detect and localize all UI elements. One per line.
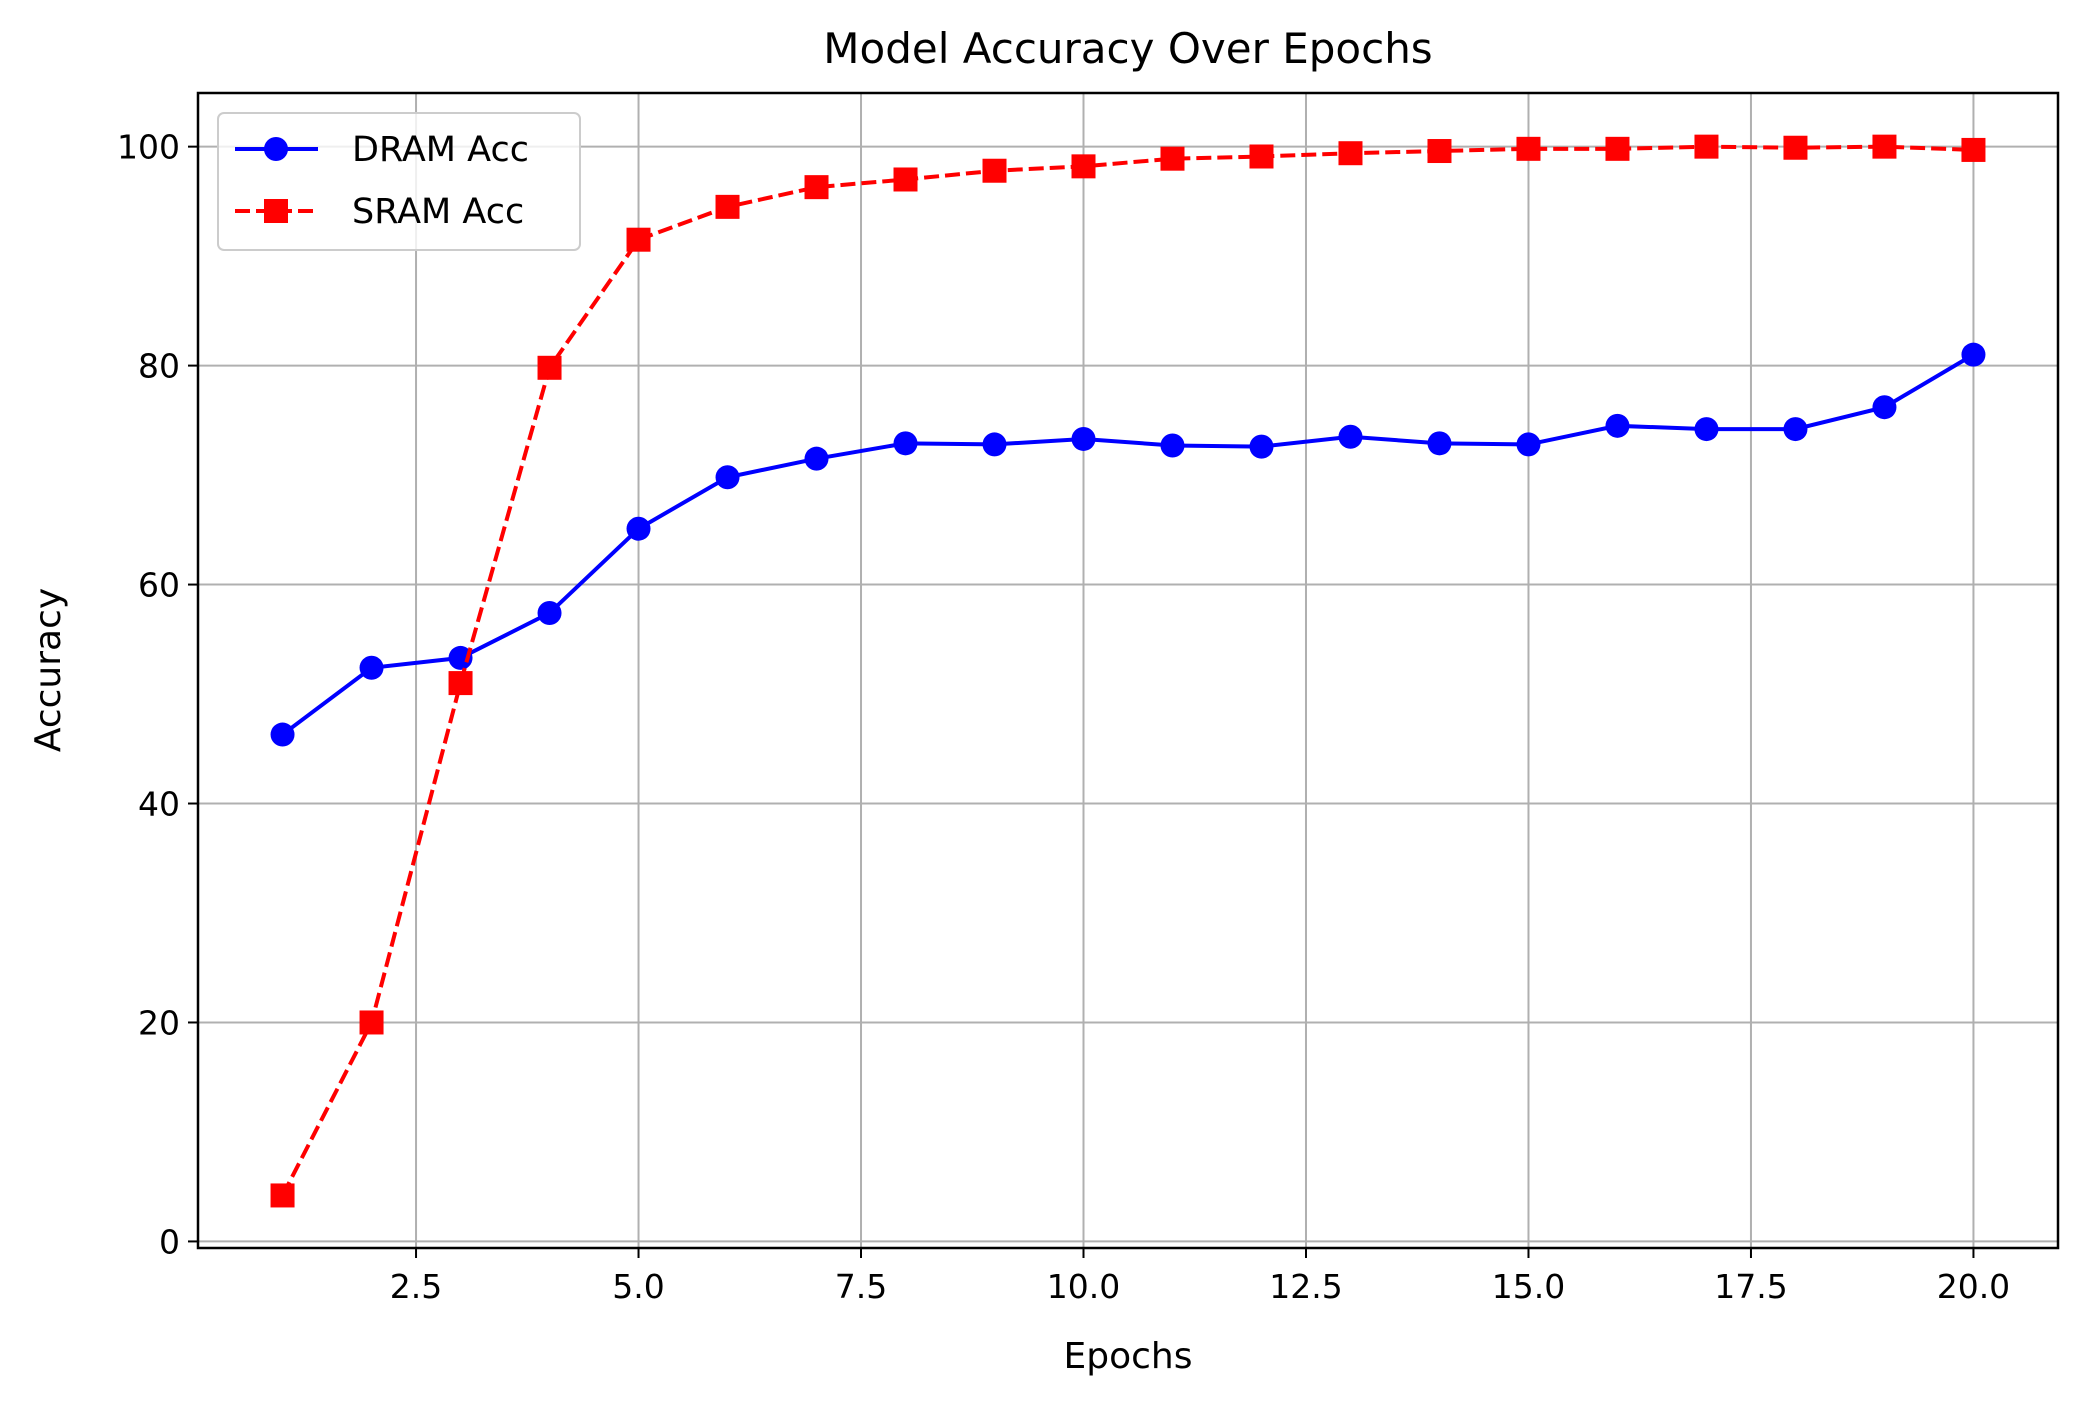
series-line-dram-acc bbox=[281, 352, 1975, 737]
legend-label-dram: DRAM Acc bbox=[352, 130, 529, 170]
grid bbox=[198, 93, 2058, 1248]
data-point-sram-acc bbox=[982, 158, 1007, 183]
data-point-dram-acc bbox=[715, 465, 740, 490]
legend: DRAM Acc SRAM Acc bbox=[217, 112, 581, 251]
data-point-dram-acc bbox=[893, 431, 918, 456]
data-point-sram-acc bbox=[1427, 139, 1452, 164]
chart-title: Model Accuracy Over Epochs bbox=[823, 24, 1432, 73]
data-point-sram-acc bbox=[1961, 137, 1986, 162]
data-point-dram-acc bbox=[1783, 417, 1808, 442]
data-point-sram-acc bbox=[1071, 154, 1096, 179]
data-point-sram-acc bbox=[1160, 146, 1185, 171]
data-point-dram-acc bbox=[1516, 432, 1541, 457]
data-point-dram-acc bbox=[1605, 413, 1630, 438]
y-tick-label: 80 bbox=[138, 347, 180, 386]
legend-marker-sram bbox=[264, 199, 288, 223]
data-point-sram-acc bbox=[359, 1010, 384, 1035]
data-point-sram-acc bbox=[270, 1183, 295, 1208]
data-point-sram-acc bbox=[1249, 144, 1274, 169]
y-axis-ticks: 0 20 40 60 80 100 bbox=[117, 128, 198, 1261]
data-point-sram-acc bbox=[715, 194, 740, 219]
data-point-sram-acc bbox=[1872, 134, 1897, 159]
data-point-dram-acc bbox=[537, 601, 562, 626]
x-tick-label: 12.5 bbox=[1269, 1267, 1342, 1306]
data-point-dram-acc bbox=[982, 432, 1007, 457]
data-point-dram-acc bbox=[1071, 426, 1096, 451]
data-point-sram-acc bbox=[893, 167, 918, 192]
data-point-dram-acc bbox=[1961, 342, 1986, 367]
data-point-dram-acc bbox=[626, 516, 651, 541]
data-point-sram-acc bbox=[1694, 134, 1719, 159]
legend-label-sram: SRAM Acc bbox=[352, 192, 524, 232]
y-axis-label: Accuracy bbox=[28, 588, 69, 752]
y-tick-label: 40 bbox=[138, 785, 180, 824]
x-tick-label: 2.5 bbox=[390, 1267, 442, 1306]
x-tick-label: 20.0 bbox=[1937, 1267, 2010, 1306]
x-tick-label: 15.0 bbox=[1492, 1267, 1565, 1306]
data-point-sram-acc bbox=[537, 355, 562, 380]
series-line-sram-acc bbox=[280, 144, 1974, 1197]
data-point-dram-acc bbox=[1338, 424, 1363, 449]
plot-frame bbox=[196, 91, 2060, 1250]
data-point-sram-acc bbox=[804, 175, 829, 200]
data-point-dram-acc bbox=[448, 645, 473, 670]
y-tick-label: 60 bbox=[138, 566, 180, 605]
x-tick-label: 7.5 bbox=[835, 1267, 887, 1306]
data-point-sram-acc bbox=[448, 671, 473, 696]
data-point-sram-acc bbox=[1516, 136, 1541, 161]
x-tick-label: 5.0 bbox=[612, 1267, 664, 1306]
series-layer bbox=[270, 134, 1986, 1208]
x-tick-label: 10.0 bbox=[1047, 1267, 1120, 1306]
y-tick-label: 100 bbox=[117, 128, 180, 167]
data-point-dram-acc bbox=[1872, 395, 1897, 420]
data-point-dram-acc bbox=[1427, 431, 1452, 456]
data-point-dram-acc bbox=[1249, 434, 1274, 459]
legend-marker-dram bbox=[264, 137, 288, 161]
data-point-sram-acc bbox=[1338, 141, 1363, 166]
data-point-dram-acc bbox=[1694, 417, 1719, 442]
data-point-sram-acc bbox=[1605, 136, 1630, 161]
data-point-dram-acc bbox=[270, 722, 295, 747]
x-tick-label: 17.5 bbox=[1714, 1267, 1787, 1306]
data-point-sram-acc bbox=[1783, 135, 1808, 160]
y-tick-label: 20 bbox=[138, 1003, 180, 1042]
x-axis-ticks: 2.5 5.0 7.5 10.0 12.5 15.0 17.5 20.0 bbox=[390, 1248, 2010, 1306]
y-tick-label: 0 bbox=[159, 1222, 180, 1261]
data-point-dram-acc bbox=[359, 655, 384, 680]
data-point-sram-acc bbox=[626, 227, 651, 252]
data-point-dram-acc bbox=[1160, 433, 1185, 458]
x-axis-label: Epochs bbox=[1064, 1336, 1193, 1377]
data-point-dram-acc bbox=[804, 446, 829, 471]
